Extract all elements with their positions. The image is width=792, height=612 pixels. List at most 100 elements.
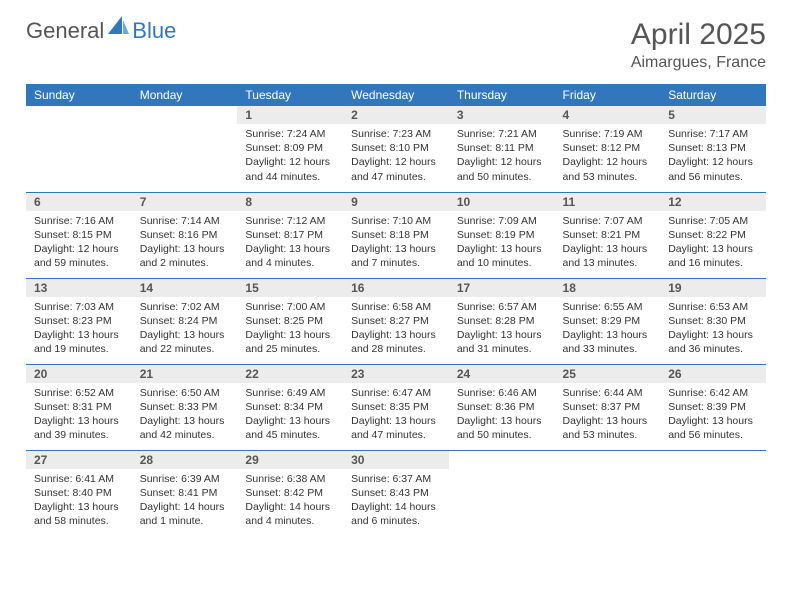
calendar-cell: 24Sunrise: 6:46 AMSunset: 8:36 PMDayligh… (449, 364, 555, 450)
day-number: 9 (343, 193, 449, 211)
calendar-cell: 2Sunrise: 7:23 AMSunset: 8:10 PMDaylight… (343, 106, 449, 192)
weekday-header: Tuesday (237, 84, 343, 106)
day-number: 24 (449, 365, 555, 383)
calendar-cell: 28Sunrise: 6:39 AMSunset: 8:41 PMDayligh… (132, 450, 238, 536)
day-number: 26 (660, 365, 766, 383)
day-info: Sunrise: 7:17 AMSunset: 8:13 PMDaylight:… (660, 124, 766, 190)
day-number: 29 (237, 451, 343, 469)
day-info: Sunrise: 6:39 AMSunset: 8:41 PMDaylight:… (132, 469, 238, 535)
day-info: Sunrise: 6:47 AMSunset: 8:35 PMDaylight:… (343, 383, 449, 449)
day-number: 7 (132, 193, 238, 211)
day-info: Sunrise: 6:46 AMSunset: 8:36 PMDaylight:… (449, 383, 555, 449)
weekday-header: Monday (132, 84, 238, 106)
calendar-body: 1Sunrise: 7:24 AMSunset: 8:09 PMDaylight… (26, 106, 766, 536)
day-number: 3 (449, 106, 555, 124)
calendar-cell: 22Sunrise: 6:49 AMSunset: 8:34 PMDayligh… (237, 364, 343, 450)
day-number: 11 (555, 193, 661, 211)
day-number: 10 (449, 193, 555, 211)
day-info: Sunrise: 7:00 AMSunset: 8:25 PMDaylight:… (237, 297, 343, 363)
weekday-header: Wednesday (343, 84, 449, 106)
calendar-cell: 9Sunrise: 7:10 AMSunset: 8:18 PMDaylight… (343, 192, 449, 278)
calendar-cell: 29Sunrise: 6:38 AMSunset: 8:42 PMDayligh… (237, 450, 343, 536)
day-number: 8 (237, 193, 343, 211)
calendar-cell: 11Sunrise: 7:07 AMSunset: 8:21 PMDayligh… (555, 192, 661, 278)
day-number: 15 (237, 279, 343, 297)
weekday-header: Thursday (449, 84, 555, 106)
day-number: 12 (660, 193, 766, 211)
calendar-cell: 30Sunrise: 6:37 AMSunset: 8:43 PMDayligh… (343, 450, 449, 536)
day-number: 17 (449, 279, 555, 297)
day-number: 18 (555, 279, 661, 297)
brand-logo: General Blue (26, 18, 176, 44)
title-block: April 2025 Aimargues, France (631, 18, 766, 72)
day-info: Sunrise: 7:19 AMSunset: 8:12 PMDaylight:… (555, 124, 661, 190)
day-info: Sunrise: 7:14 AMSunset: 8:16 PMDaylight:… (132, 211, 238, 277)
header: General Blue April 2025 Aimargues, Franc… (26, 18, 766, 72)
day-number: 20 (26, 365, 132, 383)
day-number: 19 (660, 279, 766, 297)
calendar-cell: 26Sunrise: 6:42 AMSunset: 8:39 PMDayligh… (660, 364, 766, 450)
day-info: Sunrise: 7:21 AMSunset: 8:11 PMDaylight:… (449, 124, 555, 190)
brand-text-blue: Blue (132, 18, 176, 44)
calendar-cell: 1Sunrise: 7:24 AMSunset: 8:09 PMDaylight… (237, 106, 343, 192)
calendar-cell: 25Sunrise: 6:44 AMSunset: 8:37 PMDayligh… (555, 364, 661, 450)
day-number: 14 (132, 279, 238, 297)
calendar-cell: 21Sunrise: 6:50 AMSunset: 8:33 PMDayligh… (132, 364, 238, 450)
day-number: 25 (555, 365, 661, 383)
month-title: April 2025 (631, 18, 766, 52)
day-number: 23 (343, 365, 449, 383)
day-number: 28 (132, 451, 238, 469)
day-number: 22 (237, 365, 343, 383)
calendar-cell: 12Sunrise: 7:05 AMSunset: 8:22 PMDayligh… (660, 192, 766, 278)
day-info: Sunrise: 6:38 AMSunset: 8:42 PMDaylight:… (237, 469, 343, 535)
calendar-cell: 4Sunrise: 7:19 AMSunset: 8:12 PMDaylight… (555, 106, 661, 192)
calendar-cell: 6Sunrise: 7:16 AMSunset: 8:15 PMDaylight… (26, 192, 132, 278)
day-info: Sunrise: 6:55 AMSunset: 8:29 PMDaylight:… (555, 297, 661, 363)
calendar-cell: 3Sunrise: 7:21 AMSunset: 8:11 PMDaylight… (449, 106, 555, 192)
calendar-cell: 7Sunrise: 7:14 AMSunset: 8:16 PMDaylight… (132, 192, 238, 278)
calendar-cell (449, 450, 555, 536)
day-number: 27 (26, 451, 132, 469)
day-info: Sunrise: 6:37 AMSunset: 8:43 PMDaylight:… (343, 469, 449, 535)
day-info: Sunrise: 7:12 AMSunset: 8:17 PMDaylight:… (237, 211, 343, 277)
weekday-header: Saturday (660, 84, 766, 106)
weekday-header: Friday (555, 84, 661, 106)
calendar-cell: 14Sunrise: 7:02 AMSunset: 8:24 PMDayligh… (132, 278, 238, 364)
calendar-table: SundayMondayTuesdayWednesdayThursdayFrid… (26, 84, 766, 536)
calendar-cell: 16Sunrise: 6:58 AMSunset: 8:27 PMDayligh… (343, 278, 449, 364)
day-number: 6 (26, 193, 132, 211)
calendar-cell (26, 106, 132, 192)
day-number: 5 (660, 106, 766, 124)
day-info: Sunrise: 7:03 AMSunset: 8:23 PMDaylight:… (26, 297, 132, 363)
brand-sail-icon (108, 16, 130, 41)
calendar-cell: 19Sunrise: 6:53 AMSunset: 8:30 PMDayligh… (660, 278, 766, 364)
calendar-cell (555, 450, 661, 536)
calendar-cell: 13Sunrise: 7:03 AMSunset: 8:23 PMDayligh… (26, 278, 132, 364)
calendar-cell (132, 106, 238, 192)
day-number: 30 (343, 451, 449, 469)
day-info: Sunrise: 7:09 AMSunset: 8:19 PMDaylight:… (449, 211, 555, 277)
day-info: Sunrise: 6:53 AMSunset: 8:30 PMDaylight:… (660, 297, 766, 363)
day-number: 16 (343, 279, 449, 297)
day-number: 2 (343, 106, 449, 124)
calendar-header-row: SundayMondayTuesdayWednesdayThursdayFrid… (26, 84, 766, 106)
location: Aimargues, France (631, 54, 766, 72)
day-info: Sunrise: 6:57 AMSunset: 8:28 PMDaylight:… (449, 297, 555, 363)
day-info: Sunrise: 6:50 AMSunset: 8:33 PMDaylight:… (132, 383, 238, 449)
calendar-cell: 15Sunrise: 7:00 AMSunset: 8:25 PMDayligh… (237, 278, 343, 364)
day-info: Sunrise: 7:16 AMSunset: 8:15 PMDaylight:… (26, 211, 132, 277)
day-info: Sunrise: 7:10 AMSunset: 8:18 PMDaylight:… (343, 211, 449, 277)
day-number: 21 (132, 365, 238, 383)
calendar-cell (660, 450, 766, 536)
brand-text-general: General (26, 18, 104, 44)
day-info: Sunrise: 6:44 AMSunset: 8:37 PMDaylight:… (555, 383, 661, 449)
day-info: Sunrise: 7:23 AMSunset: 8:10 PMDaylight:… (343, 124, 449, 190)
calendar-cell: 10Sunrise: 7:09 AMSunset: 8:19 PMDayligh… (449, 192, 555, 278)
weekday-header: Sunday (26, 84, 132, 106)
day-number: 4 (555, 106, 661, 124)
day-info: Sunrise: 6:41 AMSunset: 8:40 PMDaylight:… (26, 469, 132, 535)
day-info: Sunrise: 6:42 AMSunset: 8:39 PMDaylight:… (660, 383, 766, 449)
day-number: 13 (26, 279, 132, 297)
day-info: Sunrise: 6:52 AMSunset: 8:31 PMDaylight:… (26, 383, 132, 449)
calendar-cell: 17Sunrise: 6:57 AMSunset: 8:28 PMDayligh… (449, 278, 555, 364)
